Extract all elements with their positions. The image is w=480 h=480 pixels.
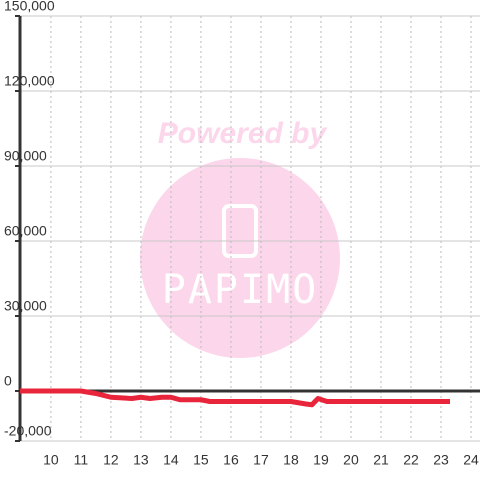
x-tick-label: 11: [74, 452, 89, 468]
watermark: Powered by PAPIMO: [140, 117, 340, 358]
watermark-brand: PAPIMO: [162, 267, 319, 313]
x-tick-label: 15: [193, 452, 209, 468]
y-tick-label: -20,000: [4, 423, 52, 439]
x-tick-label: 19: [313, 452, 329, 468]
x-tick-label: 12: [103, 452, 119, 468]
x-tick-label: 13: [133, 452, 149, 468]
x-tick-label: 17: [253, 452, 269, 468]
watermark-top: Powered by: [158, 117, 328, 150]
x-tick-label: 18: [283, 452, 299, 468]
x-tick-label: 22: [403, 452, 419, 468]
x-tick-label: 23: [433, 452, 449, 468]
x-tick-label: 20: [343, 452, 359, 468]
y-tick-label: 60,000: [4, 223, 47, 239]
y-tick-label: 0: [4, 373, 12, 389]
y-tick-label: 120,000: [4, 73, 55, 89]
x-tick-label: 21: [373, 452, 389, 468]
x-tick-label: 14: [163, 452, 179, 468]
series-line: [20, 388, 450, 408]
x-tick-label: 24: [463, 452, 479, 468]
y-tick-label: 90,000: [4, 148, 47, 164]
watermark-phone: [222, 204, 258, 258]
y-tick-label: 150,000: [4, 0, 55, 14]
x-tick-label: 16: [223, 452, 239, 468]
y-tick-label: 30,000: [4, 298, 47, 314]
x-tick-label: 10: [43, 452, 59, 468]
